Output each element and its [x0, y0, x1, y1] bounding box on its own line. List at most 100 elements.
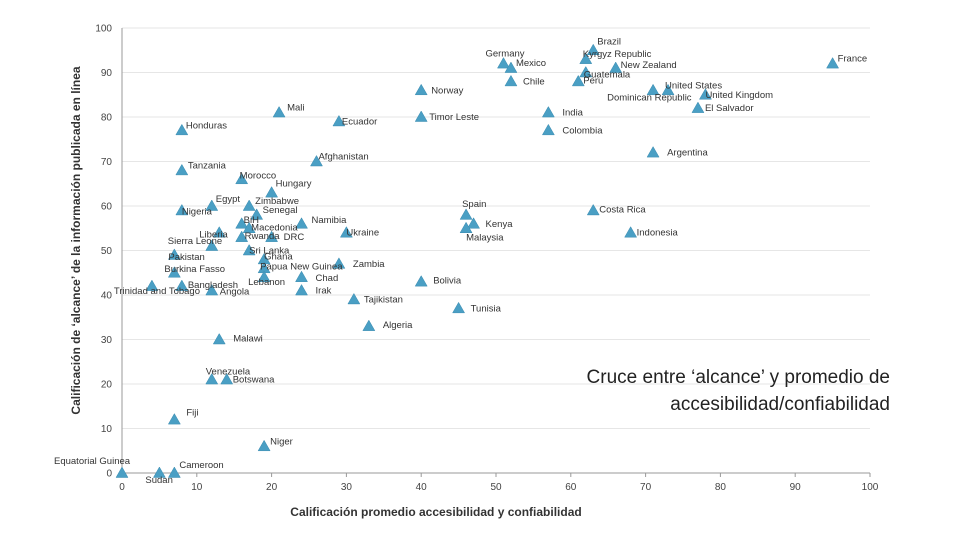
data-point-label: Niger: [270, 436, 293, 447]
data-point-label: Rwanda: [245, 231, 281, 242]
data-point-marker: [691, 101, 705, 113]
data-point-label: Liberia: [199, 230, 228, 241]
data-point-marker: [609, 61, 623, 73]
data-point-marker: [295, 284, 308, 296]
data-point-label: United Kingdom: [705, 90, 773, 101]
data-point-marker: [414, 110, 428, 122]
data-point-label: Chile: [523, 76, 545, 87]
data-point-marker: [205, 239, 219, 251]
data-point-label: Spain: [462, 199, 486, 210]
data-point-marker: [152, 466, 166, 478]
data-point-label: Pakistan: [168, 252, 204, 263]
data-point-label: Bangladesh: [188, 280, 238, 291]
data-point-label: Irak: [316, 286, 332, 297]
data-point-marker: [205, 373, 219, 385]
data-point-label: Argentina: [667, 148, 708, 159]
data-point-label: Angola: [220, 287, 250, 298]
y-tick-label: 40: [101, 291, 113, 302]
data-point-label: Indonesia: [637, 228, 679, 239]
data-point-marker: [115, 466, 129, 478]
x-tick-label: 50: [490, 482, 502, 493]
data-point-label: Honduras: [186, 120, 227, 131]
data-point-marker: [257, 439, 271, 452]
data-point-marker: [826, 57, 840, 69]
data-point-label: Mali: [287, 103, 304, 114]
data-point-marker: [167, 466, 181, 478]
data-point-label: Algeria: [383, 320, 413, 331]
data-point-label: Tajikistan: [364, 294, 403, 305]
data-point-marker: [257, 270, 271, 282]
data-point-marker: [541, 123, 555, 136]
data-point-label: Afghanistan: [318, 152, 368, 163]
data-point-label: Kyrgyz Republic: [583, 49, 652, 60]
data-point-label: Malawi: [233, 334, 263, 345]
y-tick-labels: 0 10 20 30 40 50 60 70 80 90 100: [95, 24, 112, 480]
data-point-label: Chad: [316, 273, 339, 284]
data-point-marker: [295, 270, 308, 282]
data-point-marker: [272, 106, 286, 118]
data-point-marker: [459, 221, 473, 233]
data-point-marker: [310, 154, 323, 167]
data-point-marker: [265, 186, 279, 198]
data-point-marker: [235, 172, 249, 185]
data-point-marker: [242, 199, 256, 211]
data-point-marker: [332, 114, 346, 127]
x-tick-label: 60: [565, 482, 577, 493]
data-point-label: DRC: [284, 232, 305, 243]
data-point-marker: [235, 230, 249, 242]
data-point-label: Trinidad and Tobago: [114, 286, 200, 297]
data-point-marker: [250, 208, 264, 220]
y-tick-label: 20: [101, 380, 113, 391]
data-point-label: Ukraine: [346, 228, 379, 239]
data-point-marker: [579, 52, 593, 64]
data-point-label: New Zealand: [621, 60, 677, 71]
data-point-marker: [295, 217, 308, 229]
y-tick-label: 100: [95, 24, 112, 35]
caption-line-1: Cruce entre ‘alcance’ y promedio de: [586, 367, 890, 388]
data-point-marker: [175, 123, 189, 136]
data-point-label: Malaysia: [466, 232, 504, 243]
y-tick-label: 0: [106, 469, 112, 480]
data-point-label: Germany: [485, 49, 524, 60]
data-point-marker: [242, 243, 256, 256]
data-point-marker: [205, 199, 219, 211]
data-point-marker: [661, 83, 675, 96]
data-point-marker: [167, 248, 181, 260]
x-tick-label: 0: [119, 482, 125, 493]
data-point-marker: [414, 275, 428, 287]
data-point-label: Lebanon: [248, 277, 285, 288]
chart-caption: Cruce entre ‘alcance’ y promedio de acce…: [490, 364, 890, 418]
data-point-marker: [646, 146, 660, 158]
data-point-label: Namibia: [312, 215, 348, 226]
data-point-label: Sri Lanka: [249, 246, 290, 257]
data-point-marker: [699, 88, 712, 100]
data-point-marker: [586, 43, 600, 55]
x-tick-label: 20: [266, 482, 278, 493]
x-tick-label: 80: [715, 482, 727, 493]
data-point-marker: [175, 279, 189, 291]
data-point-marker: [541, 106, 555, 118]
data-point-marker: [235, 217, 249, 229]
x-tick-label: 100: [862, 482, 879, 493]
x-tick-label: 30: [341, 482, 353, 493]
caption-line-2: accesibilidad/confiabilidad: [670, 394, 890, 415]
y-tick-label: 60: [101, 202, 113, 213]
data-point-marker: [459, 208, 473, 220]
data-point-label: Costa Rica: [599, 204, 646, 215]
x-tick-label: 70: [640, 482, 652, 493]
data-point-label: BiH: [244, 215, 259, 226]
data-point-label: Mexico: [516, 58, 546, 69]
y-tick-label: 90: [101, 68, 113, 79]
data-point-marker: [624, 226, 638, 238]
data-point-label: Venezuela: [206, 367, 251, 378]
data-point-label: Guatemala: [584, 70, 631, 81]
data-point-label: Norway: [431, 85, 463, 96]
data-point-label: Dominican Republic: [607, 92, 692, 103]
data-point-label: Sierra Leone: [168, 236, 222, 247]
data-point-label: El Salvador: [705, 103, 754, 114]
data-point-label: Senegal: [263, 205, 298, 216]
data-point-marker: [220, 373, 234, 385]
data-point-label: France: [838, 54, 868, 65]
